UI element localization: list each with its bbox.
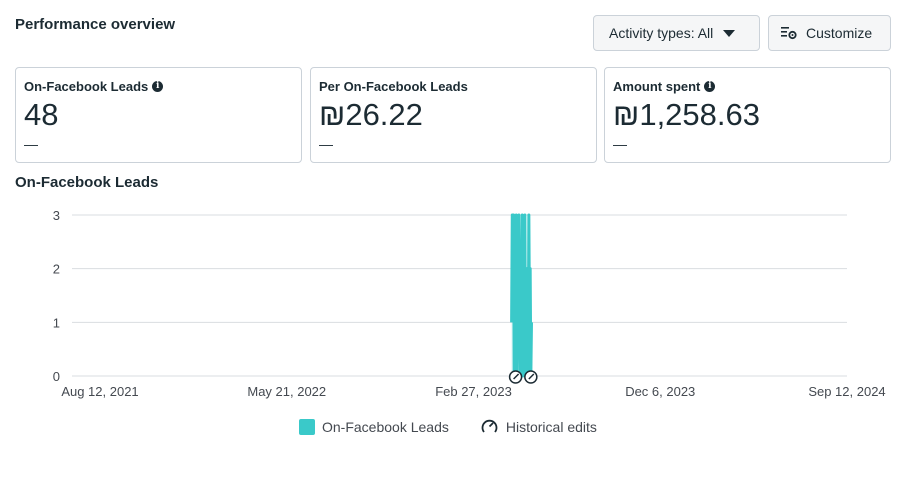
customize-button[interactable]: Customize — [768, 15, 891, 51]
chart-legend: On-Facebook Leads Historical edits — [299, 418, 597, 435]
metric-label: Amount spent i — [613, 78, 882, 94]
legend-label: On-Facebook Leads — [322, 418, 449, 435]
metric-label-text: Per On-Facebook Leads — [319, 78, 468, 94]
customize-label: Customize — [806, 25, 873, 41]
legend-swatch — [299, 418, 315, 435]
metric-card-leads[interactable]: On-Facebook Leads i 48 — — [15, 67, 302, 163]
historical-edit-marker[interactable] — [508, 370, 523, 384]
legend-label: Historical edits — [505, 418, 597, 435]
page-title: Performance overview — [15, 16, 176, 33]
metric-value: ₪26.22 — [319, 97, 423, 132]
x-tick-label: Aug 12, 2021 — [61, 384, 138, 399]
legend-item-leads[interactable]: On-Facebook Leads — [299, 418, 449, 435]
y-tick-label: 2 — [53, 262, 60, 277]
historical-edit-marker[interactable] — [524, 370, 538, 384]
chart-title: On-Facebook Leads — [15, 174, 159, 191]
caret-down-icon — [723, 29, 736, 37]
x-tick-label: Sep 12, 2024 — [808, 384, 885, 399]
series-line — [510, 213, 533, 378]
metric-comparison: — — [319, 136, 333, 152]
x-tick-label: Feb 27, 2023 — [435, 384, 512, 399]
metric-comparison: — — [24, 136, 38, 152]
customize-columns-icon — [781, 27, 797, 40]
x-tick-label: Dec 6, 2023 — [625, 384, 695, 399]
metric-card-cost-per-lead[interactable]: Per On-Facebook Leads ₪26.22 — — [310, 67, 597, 163]
leads-chart[interactable]: 0 1 2 3 Aug 12, 2021 May 21, 2022 Feb 27, 2023… — [0, 200, 907, 410]
info-icon[interactable]: i — [704, 80, 716, 92]
metric-label: Per On-Facebook Leads — [319, 78, 588, 94]
metric-label: On-Facebook Leads i — [24, 78, 293, 94]
metric-value: 48 — [24, 97, 59, 132]
metric-label-text: Amount spent — [613, 78, 701, 94]
legend-item-historical-edits[interactable]: Historical edits — [481, 418, 597, 435]
metric-comparison: — — [613, 136, 627, 152]
y-tick-label: 3 — [53, 208, 60, 223]
historical-edits-icon — [481, 419, 498, 433]
metric-value: ₪1,258.63 — [613, 97, 760, 132]
activity-types-label: Activity types: All — [609, 25, 714, 41]
y-tick-label: 1 — [53, 315, 60, 330]
metric-card-amount-spent[interactable]: Amount spent i ₪1,258.63 — — [604, 67, 891, 163]
info-icon[interactable]: i — [152, 80, 164, 92]
activity-types-dropdown[interactable]: Activity types: All — [593, 15, 760, 51]
x-tick-label: May 21, 2022 — [247, 384, 326, 399]
metric-label-text: On-Facebook Leads — [24, 78, 149, 94]
y-tick-label: 0 — [53, 369, 60, 384]
